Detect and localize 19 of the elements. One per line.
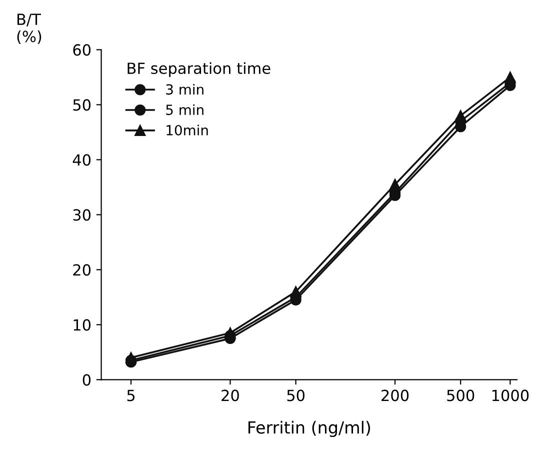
x-tick-label: 200 [382, 390, 409, 402]
x-tick-label: 500 [447, 390, 474, 402]
x-tick-label: 1000 [492, 390, 529, 402]
legend-label: 3 min [166, 84, 204, 95]
y-tick-label: 0 [82, 374, 91, 386]
y-axis-title: B/T (%) [17, 14, 42, 44]
y-tick-label: 30 [73, 209, 91, 221]
y-tick-label: 10 [74, 319, 91, 331]
x-tick-label: 50 [287, 390, 304, 402]
y-tick-label: 40 [72, 154, 91, 166]
y-tick-label: 60 [73, 44, 91, 56]
legend-label: 10min [166, 124, 208, 136]
legend-title: BF separation time [128, 62, 270, 78]
x-axis-title: Ferritin (ng/ml) [248, 420, 370, 437]
legend-label: 5 min [166, 104, 204, 116]
x-tick-label: 20 [222, 390, 239, 402]
y-tick-label: 50 [73, 99, 91, 111]
y-tick-label: 20 [73, 264, 91, 276]
x-tick-label: 5 [127, 390, 135, 402]
